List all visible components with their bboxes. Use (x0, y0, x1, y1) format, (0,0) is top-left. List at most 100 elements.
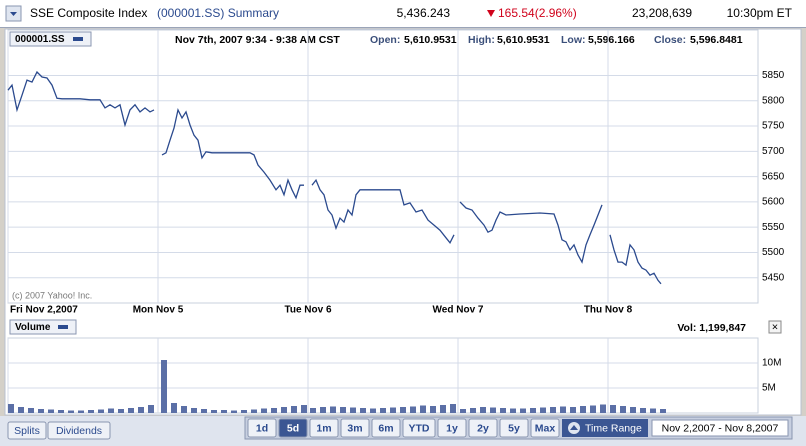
volume-bar (600, 404, 606, 413)
index-name: SSE Composite Index (30, 6, 147, 20)
volume-bar (470, 408, 476, 413)
volume-bar (550, 407, 556, 413)
y-tick-label: 5800 (762, 95, 785, 106)
volume-bar (98, 409, 104, 413)
volume-bar (420, 405, 426, 413)
symbol-button[interactable] (9, 31, 92, 47)
volume-bar (540, 407, 546, 413)
volume-bar (138, 407, 144, 413)
volume-bar (108, 408, 114, 413)
range-button[interactable] (437, 418, 467, 438)
volume-bar (580, 406, 586, 413)
range-button[interactable] (499, 418, 529, 438)
price-plot (7, 29, 759, 304)
close-label: Close: (654, 34, 686, 46)
volume-bar (38, 409, 44, 413)
volume-bar (191, 408, 197, 413)
volume-bar (128, 408, 134, 413)
range-button-label: 1d (256, 422, 268, 434)
volume-button-text: Volume (15, 322, 51, 333)
price: 5,436.243 (397, 6, 451, 20)
range-button[interactable] (278, 418, 308, 438)
y-tick-label: 5750 (762, 121, 785, 132)
volume-bar (201, 409, 207, 413)
volume-bar (171, 403, 177, 413)
volume-bar (440, 405, 446, 413)
volume-bar (301, 405, 307, 413)
volume-bar (520, 408, 526, 413)
y-tick-label: 5650 (762, 171, 785, 182)
footer-button-label: Splits (14, 425, 40, 437)
volume-bar (271, 408, 277, 413)
volume-bar (620, 406, 626, 413)
volume-bar (410, 406, 416, 413)
range-button[interactable] (340, 418, 370, 438)
volume-bar (8, 404, 14, 413)
volume-bar (291, 406, 297, 413)
volume-bar (28, 408, 34, 413)
range-button-label: 1y (446, 422, 458, 434)
y-tick-label: 5500 (762, 247, 785, 258)
range-button[interactable] (530, 418, 560, 438)
volume-bar (390, 407, 396, 413)
range-button[interactable] (309, 418, 339, 438)
volume-bar (48, 409, 54, 413)
range-button-label: 1m (316, 422, 331, 434)
range-button-label: 5y (508, 422, 520, 434)
open-value: 5,610.9531 (404, 34, 457, 46)
range-button-label: 2y (477, 422, 489, 434)
range-button-label: 5d (287, 422, 299, 434)
volume-bar (78, 410, 84, 413)
close-volume-text: × (772, 321, 778, 333)
time: 10:30pm ET (727, 6, 793, 20)
x-tick-label: Tue Nov 6 (284, 305, 331, 316)
volume-bar (370, 408, 376, 413)
volume-bar (530, 408, 536, 413)
volume-bar (211, 410, 217, 413)
symbol-link[interactable]: (000001.SS) Summary (157, 6, 279, 20)
date-range: Nov 2,2007 - Nov 8,2007 (662, 422, 779, 434)
footer-button[interactable] (47, 421, 111, 440)
volume-bar (510, 408, 516, 413)
range-button-label: 3m (347, 422, 362, 434)
volume-bar (630, 407, 636, 413)
volume-bar (460, 409, 466, 413)
range-button[interactable] (247, 418, 277, 438)
range-button[interactable] (402, 418, 436, 438)
volume-button-icon (58, 325, 68, 329)
volume-bar (360, 408, 366, 413)
volume-bar (590, 405, 596, 413)
header-bar (0, 0, 806, 28)
volume-bar (231, 410, 237, 413)
volume-bar (241, 410, 247, 413)
range-button[interactable] (371, 418, 401, 438)
volume-bar (68, 410, 74, 413)
close-volume[interactable] (768, 320, 782, 334)
volume-button[interactable] (9, 319, 77, 335)
range-button-label: 6m (378, 422, 393, 434)
volume-bar (18, 407, 24, 413)
volume-bar (181, 406, 187, 413)
volume-bar (118, 409, 124, 413)
volume-bar (560, 406, 566, 413)
volume-bar (660, 409, 666, 413)
footer-button[interactable] (7, 421, 47, 440)
volume-bar (480, 407, 486, 413)
volume-bar (640, 408, 646, 413)
volume-bar (400, 407, 406, 413)
volume-bar (380, 408, 386, 413)
y-tick-label: 5700 (762, 146, 785, 157)
volume-bar (570, 407, 576, 413)
volume-bar (281, 407, 287, 413)
dropdown-arrow (10, 12, 17, 16)
volume-bar (88, 410, 94, 413)
range-button[interactable] (468, 418, 498, 438)
volume-bar (58, 410, 64, 413)
footer: Splits Dividends 1d 5d 1m 3m 6m YTD 1y 2y 5y Max Tim… (7, 416, 793, 440)
volume-bar (330, 406, 336, 413)
price-line (7, 70, 662, 285)
volume-bar (430, 406, 436, 413)
volume-bar (350, 407, 356, 413)
